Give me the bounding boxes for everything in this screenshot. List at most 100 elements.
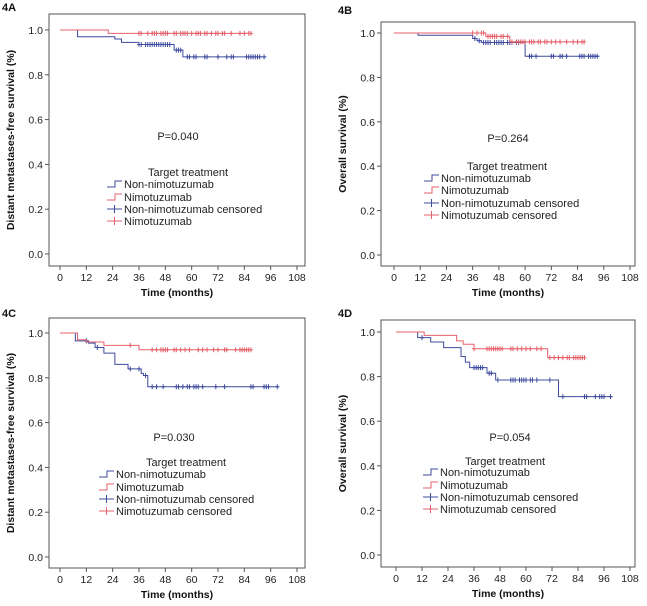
censor-mark (189, 30, 194, 36)
censor-mark (198, 30, 203, 36)
censor-mark (137, 366, 141, 372)
censor-mark (530, 377, 535, 383)
censor-mark (266, 384, 271, 390)
y-tick-label: 0.0 (28, 552, 43, 564)
survival-curve-non-nimotuzumab (60, 332, 280, 388)
x-tick-label: 60 (520, 573, 532, 585)
legend-entry: Nimotuzumab (124, 216, 192, 228)
x-tick-label: 96 (598, 573, 610, 585)
legend-entry: Non-nimotuzumab censored (441, 198, 579, 210)
censor-mark (472, 36, 477, 42)
x-tick-label: 72 (545, 272, 557, 284)
p-value-annotation: P=0.040 (157, 131, 198, 143)
x-tick-label: 48 (494, 573, 506, 585)
censor-mark (139, 30, 144, 36)
censor-mark (495, 377, 500, 383)
censor-mark (560, 53, 565, 59)
x-tick-label: 0 (57, 574, 63, 586)
legend-censor-icon (423, 493, 438, 501)
censor-mark (200, 347, 205, 353)
censor-mark (524, 377, 528, 383)
x-tick-label: 96 (598, 272, 610, 284)
censor-mark (180, 384, 185, 390)
x-tick-label: 24 (441, 272, 453, 284)
censor-mark (582, 53, 587, 59)
censor-mark (178, 47, 183, 53)
censor-mark (584, 394, 589, 400)
censor-mark (176, 384, 181, 390)
y-tick-label: 0.0 (28, 249, 43, 261)
x-tick-label: 24 (442, 573, 454, 585)
panel-label: 4D (338, 308, 352, 320)
censor-mark (488, 40, 493, 46)
legend-entry: Non-nimotuzumab (116, 469, 206, 481)
censor-mark (128, 366, 133, 372)
plot-frame (380, 319, 636, 568)
survival-curve-non-nimotuzumab (394, 32, 600, 57)
censor-mark (216, 347, 220, 353)
p-value-annotation: P=0.264 (487, 133, 528, 145)
censor-mark (178, 347, 183, 353)
censor-mark (595, 53, 600, 59)
x-tick-label: 0 (57, 272, 63, 284)
censor-mark (222, 30, 227, 36)
legend-entry: Nimotuzumab (116, 482, 184, 494)
legend-line-icon (99, 470, 114, 478)
x-tick-label: 36 (133, 574, 145, 586)
legend-entry: Non-nimotuzumab censored (440, 492, 578, 504)
censor-mark (472, 346, 476, 352)
x-tick-label: 108 (621, 573, 639, 585)
censor-mark (237, 30, 242, 36)
censor-mark (165, 347, 170, 353)
censor-mark (475, 30, 480, 36)
legend-censor-icon (99, 507, 114, 515)
x-axis-title: Time (months) (141, 589, 213, 601)
censor-mark (248, 347, 253, 353)
censor-mark (161, 384, 166, 390)
y-tick-label: 0.6 (360, 416, 375, 428)
censor-mark (185, 30, 190, 36)
censor-mark (556, 355, 561, 361)
censor-mark (196, 347, 201, 353)
censor-mark (216, 54, 220, 60)
legend-entry: Nimotuzumab censored (441, 210, 557, 222)
x-tick-label: 48 (159, 272, 171, 284)
legend-line-icon (107, 180, 122, 188)
y-tick-label: 0.2 (28, 507, 43, 519)
censor-mark (560, 394, 565, 400)
censor-mark (519, 346, 524, 352)
x-tick-label: 96 (265, 574, 277, 586)
legend-line-icon (424, 174, 439, 182)
censor-mark (231, 54, 236, 60)
y-axis-title: Overall survival (%) (337, 95, 349, 192)
y-tick-label: 0.4 (360, 461, 375, 473)
censor-mark (257, 54, 262, 60)
censor-mark (534, 53, 539, 59)
survival-curve-non-nimotuzumab (396, 331, 613, 398)
censor-mark (551, 53, 556, 59)
censor-mark (481, 30, 486, 36)
x-tick-label: 24 (107, 272, 119, 284)
panel-4d: 4D 0 12 24 36 48 60 72 84 96 108 0.0 0.2 0.4 0.6 0.8 1.0… (337, 308, 639, 600)
censor-mark (489, 370, 494, 376)
censor-mark (547, 355, 552, 361)
censor-mark (154, 347, 159, 353)
legend-censor-icon (424, 199, 439, 207)
legend-entry: Non-nimotuzumab (440, 467, 530, 479)
y-axis-title: Overall survival (%) (337, 395, 349, 492)
x-tick-label: 84 (238, 272, 250, 284)
y-tick-label: 0.2 (28, 204, 43, 216)
x-tick-label: 72 (212, 272, 224, 284)
y-tick-label: 1.0 (360, 28, 375, 40)
x-axis-title: Time (months) (472, 287, 544, 299)
legend-entry: Non-nimotuzumab censored (116, 494, 254, 506)
censor-mark (547, 377, 552, 383)
legend-line-icon (424, 186, 439, 194)
censor-mark (480, 365, 485, 371)
censor-mark (501, 40, 506, 46)
censor-mark (567, 355, 572, 361)
legend-title: Target treatment (148, 167, 228, 179)
legend-censor-icon (107, 217, 122, 225)
censor-mark (529, 53, 534, 59)
x-tick-label: 12 (80, 272, 92, 284)
